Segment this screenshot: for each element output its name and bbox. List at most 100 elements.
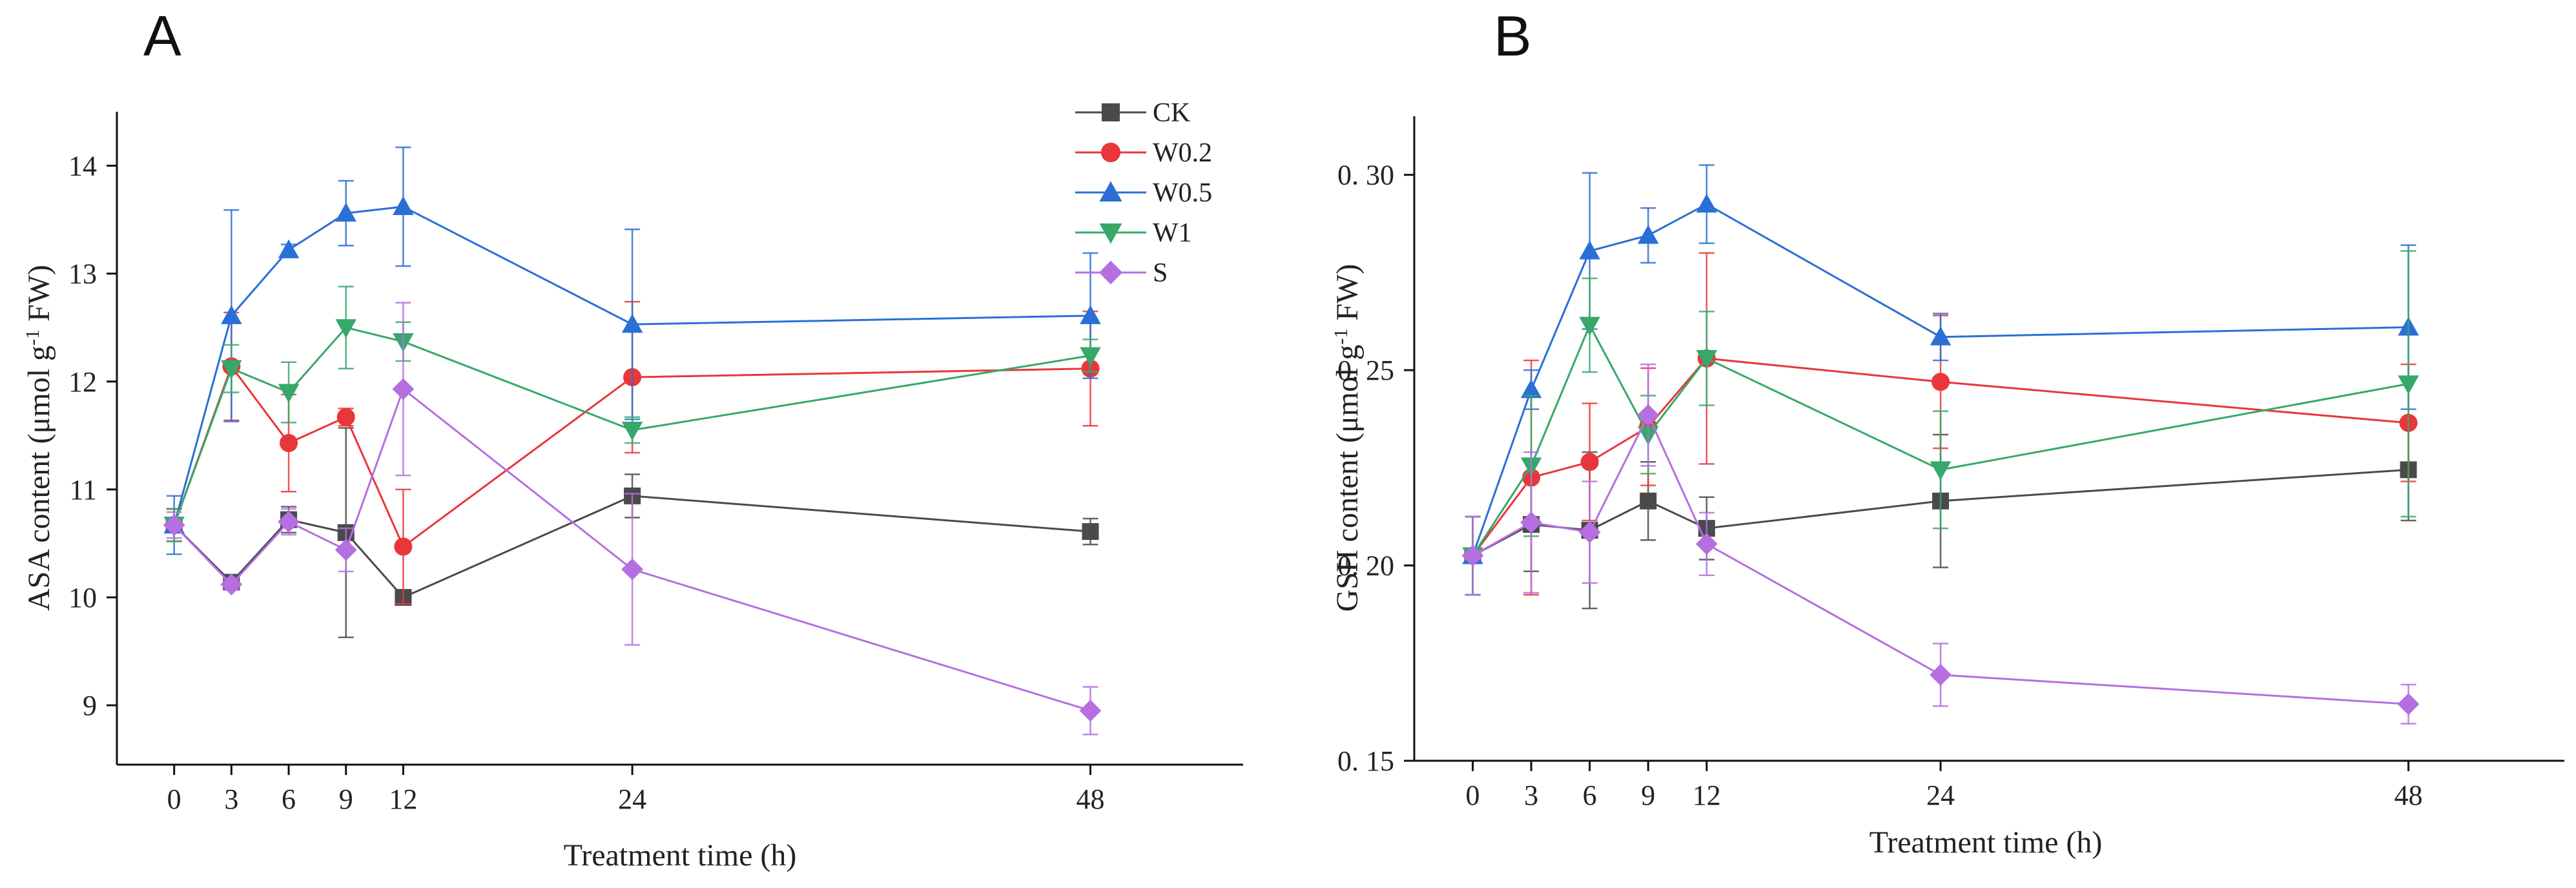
data-point-s	[621, 558, 644, 581]
x-tick-label-b: 3	[1524, 780, 1538, 811]
panel-b: B 0. 15 0. 20 0. 25 0. 30 0 3 6 9 12 24 48 Treatme…	[1330, 4, 2564, 860]
data-point-w02	[1580, 453, 1599, 471]
x-tick-label-a: 0	[167, 783, 181, 815]
legend-marker-s	[1098, 260, 1123, 285]
legend-item-w1: W1	[1075, 218, 1192, 248]
data-point-w05	[621, 313, 643, 333]
data-point-w05	[335, 202, 356, 222]
y-tick-label-a: 14	[68, 150, 97, 182]
y-tick-label-a: 12	[68, 366, 97, 398]
data-point-w02	[1931, 373, 1950, 391]
legend-label-w02: W0.2	[1153, 138, 1212, 168]
data-point-s	[2397, 693, 2420, 716]
x-tick-label-a: 3	[224, 783, 238, 815]
y-axis-title-a-main: ASA content (μmol g	[22, 346, 56, 611]
x-tick-label-a: 12	[389, 783, 417, 815]
legend-marker-w02	[1100, 142, 1121, 163]
x-tick-label-a: 6	[282, 783, 296, 815]
x-tick-label-b: 9	[1641, 780, 1655, 811]
data-point-w1	[335, 319, 356, 338]
data-point-s	[1079, 699, 1102, 722]
y-axis-title-a-tail: FW)	[22, 265, 56, 329]
panel-letter-a: A	[143, 4, 181, 68]
y-axis-title-a-sup: -1	[22, 329, 43, 346]
y-tick-label-b: 0. 20	[1337, 550, 1394, 582]
y-axis-title-b: GSH content (μmol g-1 FW)	[1330, 264, 1365, 612]
y-tick-label-a: 11	[70, 474, 97, 506]
data-point-w05	[1579, 240, 1600, 260]
data-point-w05	[278, 239, 300, 258]
legend-label-w05: W0.5	[1153, 178, 1212, 208]
data-point-w05	[1696, 193, 1718, 213]
data-point-w02	[279, 433, 298, 453]
data-point-ck	[1082, 523, 1099, 541]
legend-item-w02: W0.2	[1075, 138, 1212, 168]
data-point-s	[1520, 511, 1543, 533]
data-point-w1	[1696, 350, 1718, 369]
data-point-s	[1695, 533, 1718, 555]
x-tick-label-a: 48	[1077, 783, 1105, 815]
x-tick-label-b: 6	[1583, 780, 1597, 811]
data-point-w1	[1930, 461, 1952, 480]
series-s-a	[163, 302, 1102, 736]
y-axis-title-b-main: GSH content (μmol g	[1330, 345, 1365, 612]
data-point-s	[1637, 404, 1660, 426]
y-tick-label-b: 0. 15	[1337, 745, 1394, 777]
data-point-w1	[221, 360, 242, 379]
data-point-w1	[2398, 375, 2419, 395]
data-point-w1	[621, 421, 643, 441]
data-point-s	[163, 514, 185, 536]
data-point-s	[335, 539, 357, 561]
data-point-w05	[1520, 379, 1542, 398]
y-tick-label-b: 0. 25	[1337, 355, 1394, 386]
x-tick-label-a: 24	[618, 783, 646, 815]
data-point-w02	[394, 537, 413, 556]
legend-label-ck: CK	[1153, 98, 1190, 128]
y-axis-title-b-tail: FW)	[1330, 264, 1365, 329]
data-point-w05	[393, 196, 414, 216]
legend-marker-w1	[1099, 223, 1122, 244]
y-tick-label-b: 0. 30	[1337, 160, 1394, 191]
data-point-w1	[1080, 347, 1101, 366]
data-point-ck	[1640, 492, 1657, 510]
legend-label-w1: W1	[1153, 218, 1192, 248]
y-axis-title-a: ASA content (μmol g-1 FW)	[22, 265, 57, 611]
legend-label-s: S	[1153, 258, 1168, 288]
data-point-w1	[278, 384, 300, 403]
x-tick-label-b: 48	[2395, 780, 2423, 811]
y-tick-label-a: 10	[68, 582, 97, 614]
legend-item-w05: W0.5	[1075, 178, 1212, 208]
legend: CK W0.2 W0.5 W1 S	[1075, 98, 1212, 288]
x-tick-label-b: 24	[1926, 780, 1955, 811]
data-point-s	[1578, 521, 1601, 544]
data-point-w05	[221, 305, 242, 324]
x-tick-label-b: 0	[1466, 780, 1480, 811]
legend-marker-w05	[1099, 181, 1122, 201]
y-axis-title-b-sup: -1	[1330, 329, 1352, 345]
x-axis-title-b: Treatment time (h)	[1870, 825, 2103, 860]
data-point-w05	[1637, 225, 1659, 244]
data-point-s	[1930, 664, 1952, 686]
y-tick-label-a: 13	[68, 258, 97, 290]
x-tick-label-b: 12	[1693, 780, 1721, 811]
y-tick-label-a: 9	[83, 690, 97, 721]
x-tick-label-a: 9	[339, 783, 353, 815]
legend-marker-ck	[1102, 103, 1120, 121]
data-point-s	[1461, 544, 1484, 567]
plot-area-b: 0. 15 0. 20 0. 25 0. 30 0 3 6 9 12 24 48	[1337, 160, 2423, 811]
data-point-w05	[1930, 326, 1952, 346]
plot-area-a: 9 10 11 12 13 14 0 3 6 9 12 24 48	[68, 146, 1105, 815]
data-point-s	[278, 511, 300, 533]
panel-letter-b: B	[1494, 4, 1532, 68]
panel-a: A 9 10 11 12 13 14 0 3 6 9 12 24 48 Treatment time (…	[22, 4, 1243, 873]
data-point-s	[220, 573, 243, 595]
data-point-w05	[1080, 305, 1101, 324]
data-point-w1	[1579, 316, 1600, 336]
legend-item-s: S	[1075, 258, 1168, 288]
data-point-s	[392, 378, 415, 400]
legend-item-ck: CK	[1075, 98, 1190, 128]
series-s-b	[1461, 363, 2420, 725]
data-point-w02	[336, 408, 355, 426]
x-axis-title-a: Treatment time (h)	[564, 838, 797, 873]
